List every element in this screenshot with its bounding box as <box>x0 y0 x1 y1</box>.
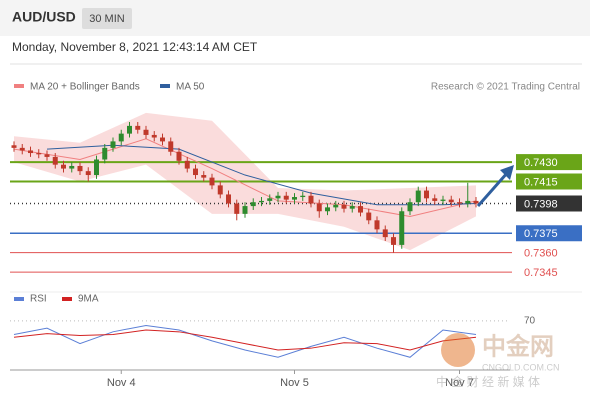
datetime: Monday, November 8, 2021 12:43:14 AM CET <box>12 40 258 54</box>
level-label-box <box>516 225 582 242</box>
arrow-head <box>500 165 514 180</box>
watermark: 中金网 CNGOLD.COM.CN 中 金 财 经 新 媒 体 <box>436 332 560 389</box>
x-tick-label: Nov 7 <box>445 377 474 389</box>
legend-swatch <box>62 297 72 301</box>
legend-label: MA 20 + Bollinger Bands <box>30 82 140 93</box>
rsi-tick-label: 70 <box>524 316 536 327</box>
candle-body <box>151 134 157 138</box>
x-tick-label: Nov 5 <box>280 377 309 389</box>
candle-body <box>391 237 396 245</box>
candle-body <box>358 206 363 213</box>
candle-body <box>193 168 198 176</box>
candle-body <box>448 199 454 203</box>
candle-body <box>415 190 421 203</box>
candle-body <box>217 185 223 195</box>
level-label-box <box>516 195 582 212</box>
candle-body <box>135 125 141 130</box>
candle-body <box>127 125 132 134</box>
rsi-line <box>13 324 477 358</box>
candle-body <box>102 147 108 160</box>
candle-body <box>11 145 17 148</box>
candle-body <box>382 229 388 238</box>
candle-body <box>325 207 330 212</box>
candle-body <box>209 177 215 186</box>
ma20-line <box>13 138 477 217</box>
candle-body <box>85 171 91 176</box>
candle-body <box>176 151 182 161</box>
candle-body <box>283 195 289 200</box>
x-tick-label: Nov 4 <box>107 377 136 389</box>
level-label: 0.7375 <box>524 228 558 240</box>
candle-body <box>349 206 355 209</box>
candle-body <box>69 165 75 169</box>
candle-body <box>267 198 273 201</box>
symbol: AUD/USD <box>12 9 76 25</box>
credit: Research © 2021 Trading Central <box>431 82 580 93</box>
candle-body <box>250 202 256 207</box>
level-label: 0.7398 <box>524 198 558 210</box>
candle-body <box>457 202 462 204</box>
candle-body <box>160 137 165 142</box>
candle-body <box>94 159 99 176</box>
candle-body <box>242 206 248 214</box>
legend-swatch <box>14 297 24 301</box>
candle-body <box>28 150 33 154</box>
candle-body <box>61 164 66 169</box>
candle-body <box>407 202 413 212</box>
candle-body <box>201 175 207 178</box>
rsi-line <box>13 329 477 351</box>
candle-body <box>234 203 240 214</box>
timeframe-box <box>82 8 132 29</box>
candle-body <box>19 147 25 151</box>
level-label-box <box>516 154 582 171</box>
candle-body <box>110 141 116 148</box>
arrow <box>476 171 510 207</box>
level-label-box <box>516 173 582 190</box>
candle-body <box>424 190 429 199</box>
candle-body <box>308 195 314 204</box>
level-label: 0.7345 <box>524 267 558 279</box>
candle-body <box>432 198 438 201</box>
level-label: 0.7430 <box>524 157 558 169</box>
watermark-logo <box>441 333 475 367</box>
candle-body <box>440 199 446 201</box>
candle-body <box>399 211 405 245</box>
timeframe: 30 MIN <box>89 13 125 25</box>
watermark-brand: 中金网 <box>482 332 554 360</box>
candle-body <box>184 160 190 169</box>
candle-body <box>52 156 58 165</box>
candle-body <box>341 204 347 209</box>
ma50-line <box>46 144 477 206</box>
candle-body <box>36 153 42 155</box>
candle-body <box>259 200 264 203</box>
candle-body <box>333 204 339 208</box>
candle-body <box>275 195 281 199</box>
candle-body <box>316 203 322 212</box>
candle-body <box>374 220 380 230</box>
candle-body <box>44 154 50 157</box>
legend-label: 9MA <box>78 294 99 305</box>
candle-body <box>292 197 297 200</box>
legend-swatch <box>160 84 170 88</box>
candle-body <box>168 141 174 152</box>
candle-body <box>473 200 479 204</box>
legend-swatch <box>14 84 24 88</box>
level-label: 0.7360 <box>524 248 558 260</box>
candle-body <box>226 194 231 204</box>
watermark-site: CNGOLD.COM.CN <box>482 362 560 372</box>
candle-body <box>118 133 124 142</box>
candle-body <box>143 129 149 135</box>
level-label: 0.7415 <box>524 176 558 188</box>
watermark-slogan: 中 金 财 经 新 媒 体 <box>436 374 540 389</box>
legend-label: MA 50 <box>176 82 205 93</box>
candle-body <box>366 212 372 221</box>
candle-body <box>77 165 83 172</box>
candle-body <box>465 200 471 204</box>
legend-label: RSI <box>30 294 47 305</box>
candle-body <box>300 195 306 198</box>
